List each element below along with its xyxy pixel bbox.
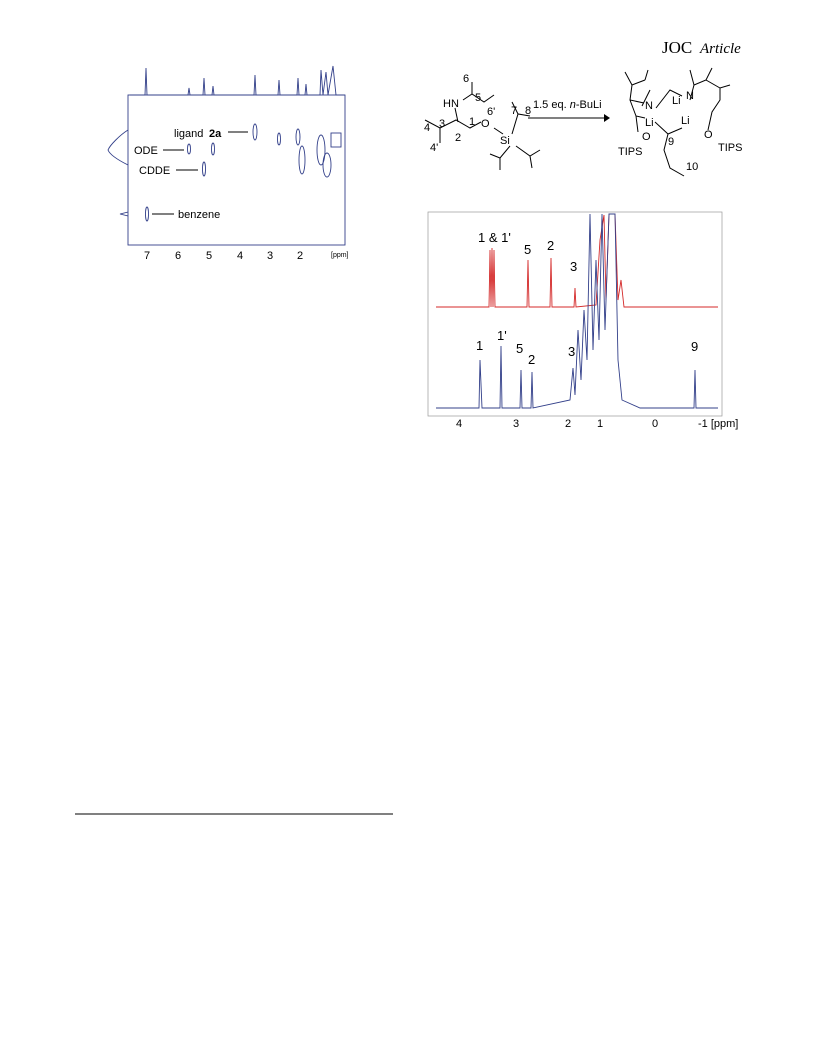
peak-label: 2 bbox=[547, 238, 554, 253]
tick: 0 bbox=[652, 418, 658, 430]
atom: O bbox=[704, 129, 713, 141]
peak-label: 1 & 1' bbox=[478, 230, 511, 245]
tick: 4 bbox=[237, 250, 243, 262]
atom: 8 bbox=[525, 105, 531, 117]
atom: TIPS bbox=[618, 146, 642, 158]
reactant-bonds bbox=[424, 82, 541, 170]
tick: 6 bbox=[175, 250, 181, 262]
peak-label: 2 bbox=[528, 352, 535, 367]
atom: 2 bbox=[455, 132, 461, 144]
reagent-n: n bbox=[570, 99, 576, 111]
dosy-figure: ligand 2a ODE CDDE benzene 7 6 5 4 3 2 [… bbox=[107, 65, 349, 262]
peak-label: 9 bbox=[691, 339, 698, 354]
label: CDDE bbox=[139, 165, 170, 177]
atom: N bbox=[645, 100, 653, 112]
label: benzene bbox=[178, 209, 220, 221]
tick: 2 bbox=[565, 418, 571, 430]
tick: 4 bbox=[456, 418, 462, 430]
label: ligand bbox=[174, 128, 203, 140]
tick: 5 bbox=[206, 250, 212, 262]
plot-frame bbox=[127, 94, 346, 246]
section: Article bbox=[699, 41, 741, 57]
atom: O bbox=[642, 131, 651, 143]
atom: 5 bbox=[475, 92, 481, 104]
peak-label: 3 bbox=[570, 259, 577, 274]
peak-label: 1' bbox=[497, 328, 507, 343]
atom: 6' bbox=[487, 106, 495, 118]
tick: 1 bbox=[597, 418, 603, 430]
reagent-amount: 1.5 eq. bbox=[533, 99, 570, 111]
projection-top bbox=[130, 65, 345, 96]
peak-label: 3 bbox=[568, 344, 575, 359]
cross-peaks bbox=[145, 123, 342, 222]
atom: 6 bbox=[463, 73, 469, 85]
atom: 4 bbox=[424, 122, 430, 134]
peak-label: 5 bbox=[516, 341, 523, 356]
label: 2a bbox=[209, 128, 222, 140]
atom: Li bbox=[672, 95, 681, 107]
atom: Li bbox=[681, 115, 690, 127]
plot-frame bbox=[427, 211, 723, 417]
atom: 4' bbox=[430, 142, 438, 154]
arrow-head bbox=[604, 114, 610, 122]
atom: 10 bbox=[686, 161, 698, 173]
atom: 1 bbox=[469, 116, 475, 128]
spectrum-bottom bbox=[436, 213, 718, 409]
atom: Si bbox=[500, 135, 510, 147]
atom: 9 bbox=[668, 136, 674, 148]
tick: 7 bbox=[144, 250, 150, 262]
atom: O bbox=[481, 118, 490, 130]
atom: 3 bbox=[439, 118, 445, 130]
tick: [ppm] bbox=[331, 252, 349, 259]
journal: JOC bbox=[662, 38, 692, 57]
reagent-name: -BuLi bbox=[576, 99, 602, 111]
tick: 2 bbox=[297, 250, 303, 262]
atom: HN bbox=[443, 98, 459, 110]
atom: Li bbox=[645, 117, 654, 129]
tick: 3 bbox=[513, 418, 519, 430]
projection-left bbox=[107, 129, 129, 217]
tick: -1 [ppm] bbox=[698, 418, 738, 430]
peak-label: 1 bbox=[476, 338, 483, 353]
label: ODE bbox=[134, 145, 158, 157]
atom: N bbox=[686, 90, 694, 102]
nmr-figure: 1 & 1' 5 2 3 1 1' 5 2 3 9 4 3 2 1 0 -1 [… bbox=[427, 211, 738, 430]
peak-label: 5 bbox=[524, 242, 531, 257]
atom: TIPS bbox=[718, 142, 742, 154]
atom: 7 bbox=[511, 105, 517, 117]
tick: 3 bbox=[267, 250, 273, 262]
scheme: HN 6 5 6' 4 3 2 1 O Si 7 8 4' 1.5 eq. n-… bbox=[424, 67, 742, 177]
product-bonds bbox=[624, 67, 731, 177]
reagent: 1.5 eq. n-BuLi bbox=[533, 99, 602, 111]
